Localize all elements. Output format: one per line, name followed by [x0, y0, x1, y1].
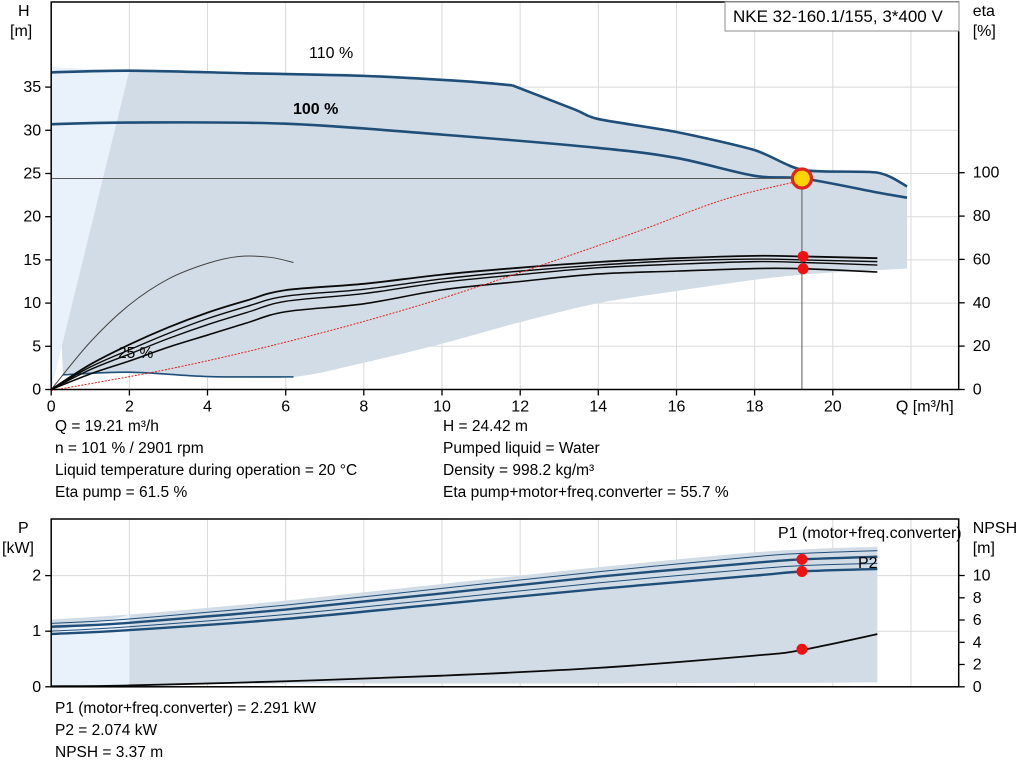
- svg-text:P: P: [18, 520, 29, 537]
- svg-text:2: 2: [32, 568, 41, 585]
- svg-text:NPSH: NPSH: [973, 520, 1017, 537]
- svg-text:4: 4: [973, 634, 982, 651]
- svg-text:[kW]: [kW]: [2, 540, 34, 557]
- svg-text:20: 20: [23, 209, 41, 226]
- svg-text:40: 40: [973, 295, 991, 312]
- svg-text:H: H: [18, 3, 30, 20]
- svg-text:110 %: 110 %: [309, 45, 353, 62]
- svg-text:20: 20: [824, 399, 842, 416]
- svg-text:H = 24.42 m: H = 24.42 m: [443, 418, 528, 435]
- svg-text:10: 10: [973, 568, 991, 585]
- svg-text:[m]: [m]: [10, 23, 32, 40]
- svg-text:10: 10: [433, 399, 451, 416]
- svg-text:[m]: [m]: [973, 540, 995, 557]
- svg-text:0: 0: [973, 679, 982, 696]
- svg-text:10: 10: [23, 295, 41, 312]
- svg-text:P2 = 2.074 kW: P2 = 2.074 kW: [55, 722, 157, 739]
- svg-text:1: 1: [32, 623, 41, 640]
- svg-text:12: 12: [511, 399, 529, 416]
- svg-text:8: 8: [973, 590, 982, 607]
- svg-text:P1 (motor+freq.converter): P1 (motor+freq.converter): [778, 525, 962, 542]
- svg-text:[%]: [%]: [973, 23, 996, 40]
- svg-text:5: 5: [32, 338, 41, 355]
- svg-text:60: 60: [973, 251, 991, 268]
- svg-text:Q [m³/h]: Q [m³/h]: [896, 399, 954, 416]
- svg-text:0: 0: [973, 382, 982, 399]
- svg-text:2: 2: [125, 399, 134, 416]
- svg-text:6: 6: [973, 612, 982, 629]
- svg-text:15: 15: [23, 252, 41, 269]
- svg-text:Liquid temperature during oper: Liquid temperature during operation = 20…: [55, 462, 357, 479]
- svg-text:25: 25: [23, 166, 41, 183]
- svg-text:Eta pump = 61.5 %: Eta pump = 61.5 %: [55, 484, 187, 501]
- svg-text:Density = 998.2 kg/m³: Density = 998.2 kg/m³: [443, 462, 594, 479]
- svg-text:25 %: 25 %: [118, 345, 154, 362]
- svg-text:NPSH = 3.37 m: NPSH = 3.37 m: [55, 744, 163, 761]
- svg-text:6: 6: [281, 399, 290, 416]
- svg-text:0: 0: [47, 399, 56, 416]
- svg-text:35: 35: [23, 79, 41, 96]
- svg-text:8: 8: [359, 399, 368, 416]
- svg-text:Eta pump+motor+freq.converter: Eta pump+motor+freq.converter = 55.7 %: [443, 484, 729, 501]
- svg-text:4: 4: [203, 399, 212, 416]
- svg-text:Pumped liquid = Water: Pumped liquid = Water: [443, 440, 600, 457]
- svg-text:0: 0: [32, 679, 41, 696]
- svg-text:P1 (motor+freq.converter) = 2.: P1 (motor+freq.converter) = 2.291 kW: [55, 700, 316, 717]
- svg-text:16: 16: [668, 399, 686, 416]
- svg-text:18: 18: [746, 399, 764, 416]
- svg-text:0: 0: [32, 382, 41, 399]
- svg-text:14: 14: [589, 399, 607, 416]
- svg-text:P2: P2: [858, 555, 878, 572]
- svg-text:NKE 32-160.1/155, 3*400 V: NKE 32-160.1/155, 3*400 V: [733, 7, 943, 26]
- svg-text:eta: eta: [973, 3, 995, 20]
- svg-text:n = 101 % / 2901 rpm: n = 101 % / 2901 rpm: [55, 440, 204, 457]
- svg-text:20: 20: [973, 338, 991, 355]
- svg-text:30: 30: [23, 122, 41, 139]
- svg-text:80: 80: [973, 208, 991, 225]
- svg-text:Q = 19.21 m³/h: Q = 19.21 m³/h: [55, 418, 159, 435]
- svg-text:100: 100: [973, 165, 1000, 182]
- svg-text:2: 2: [973, 657, 982, 674]
- svg-text:100 %: 100 %: [293, 101, 338, 118]
